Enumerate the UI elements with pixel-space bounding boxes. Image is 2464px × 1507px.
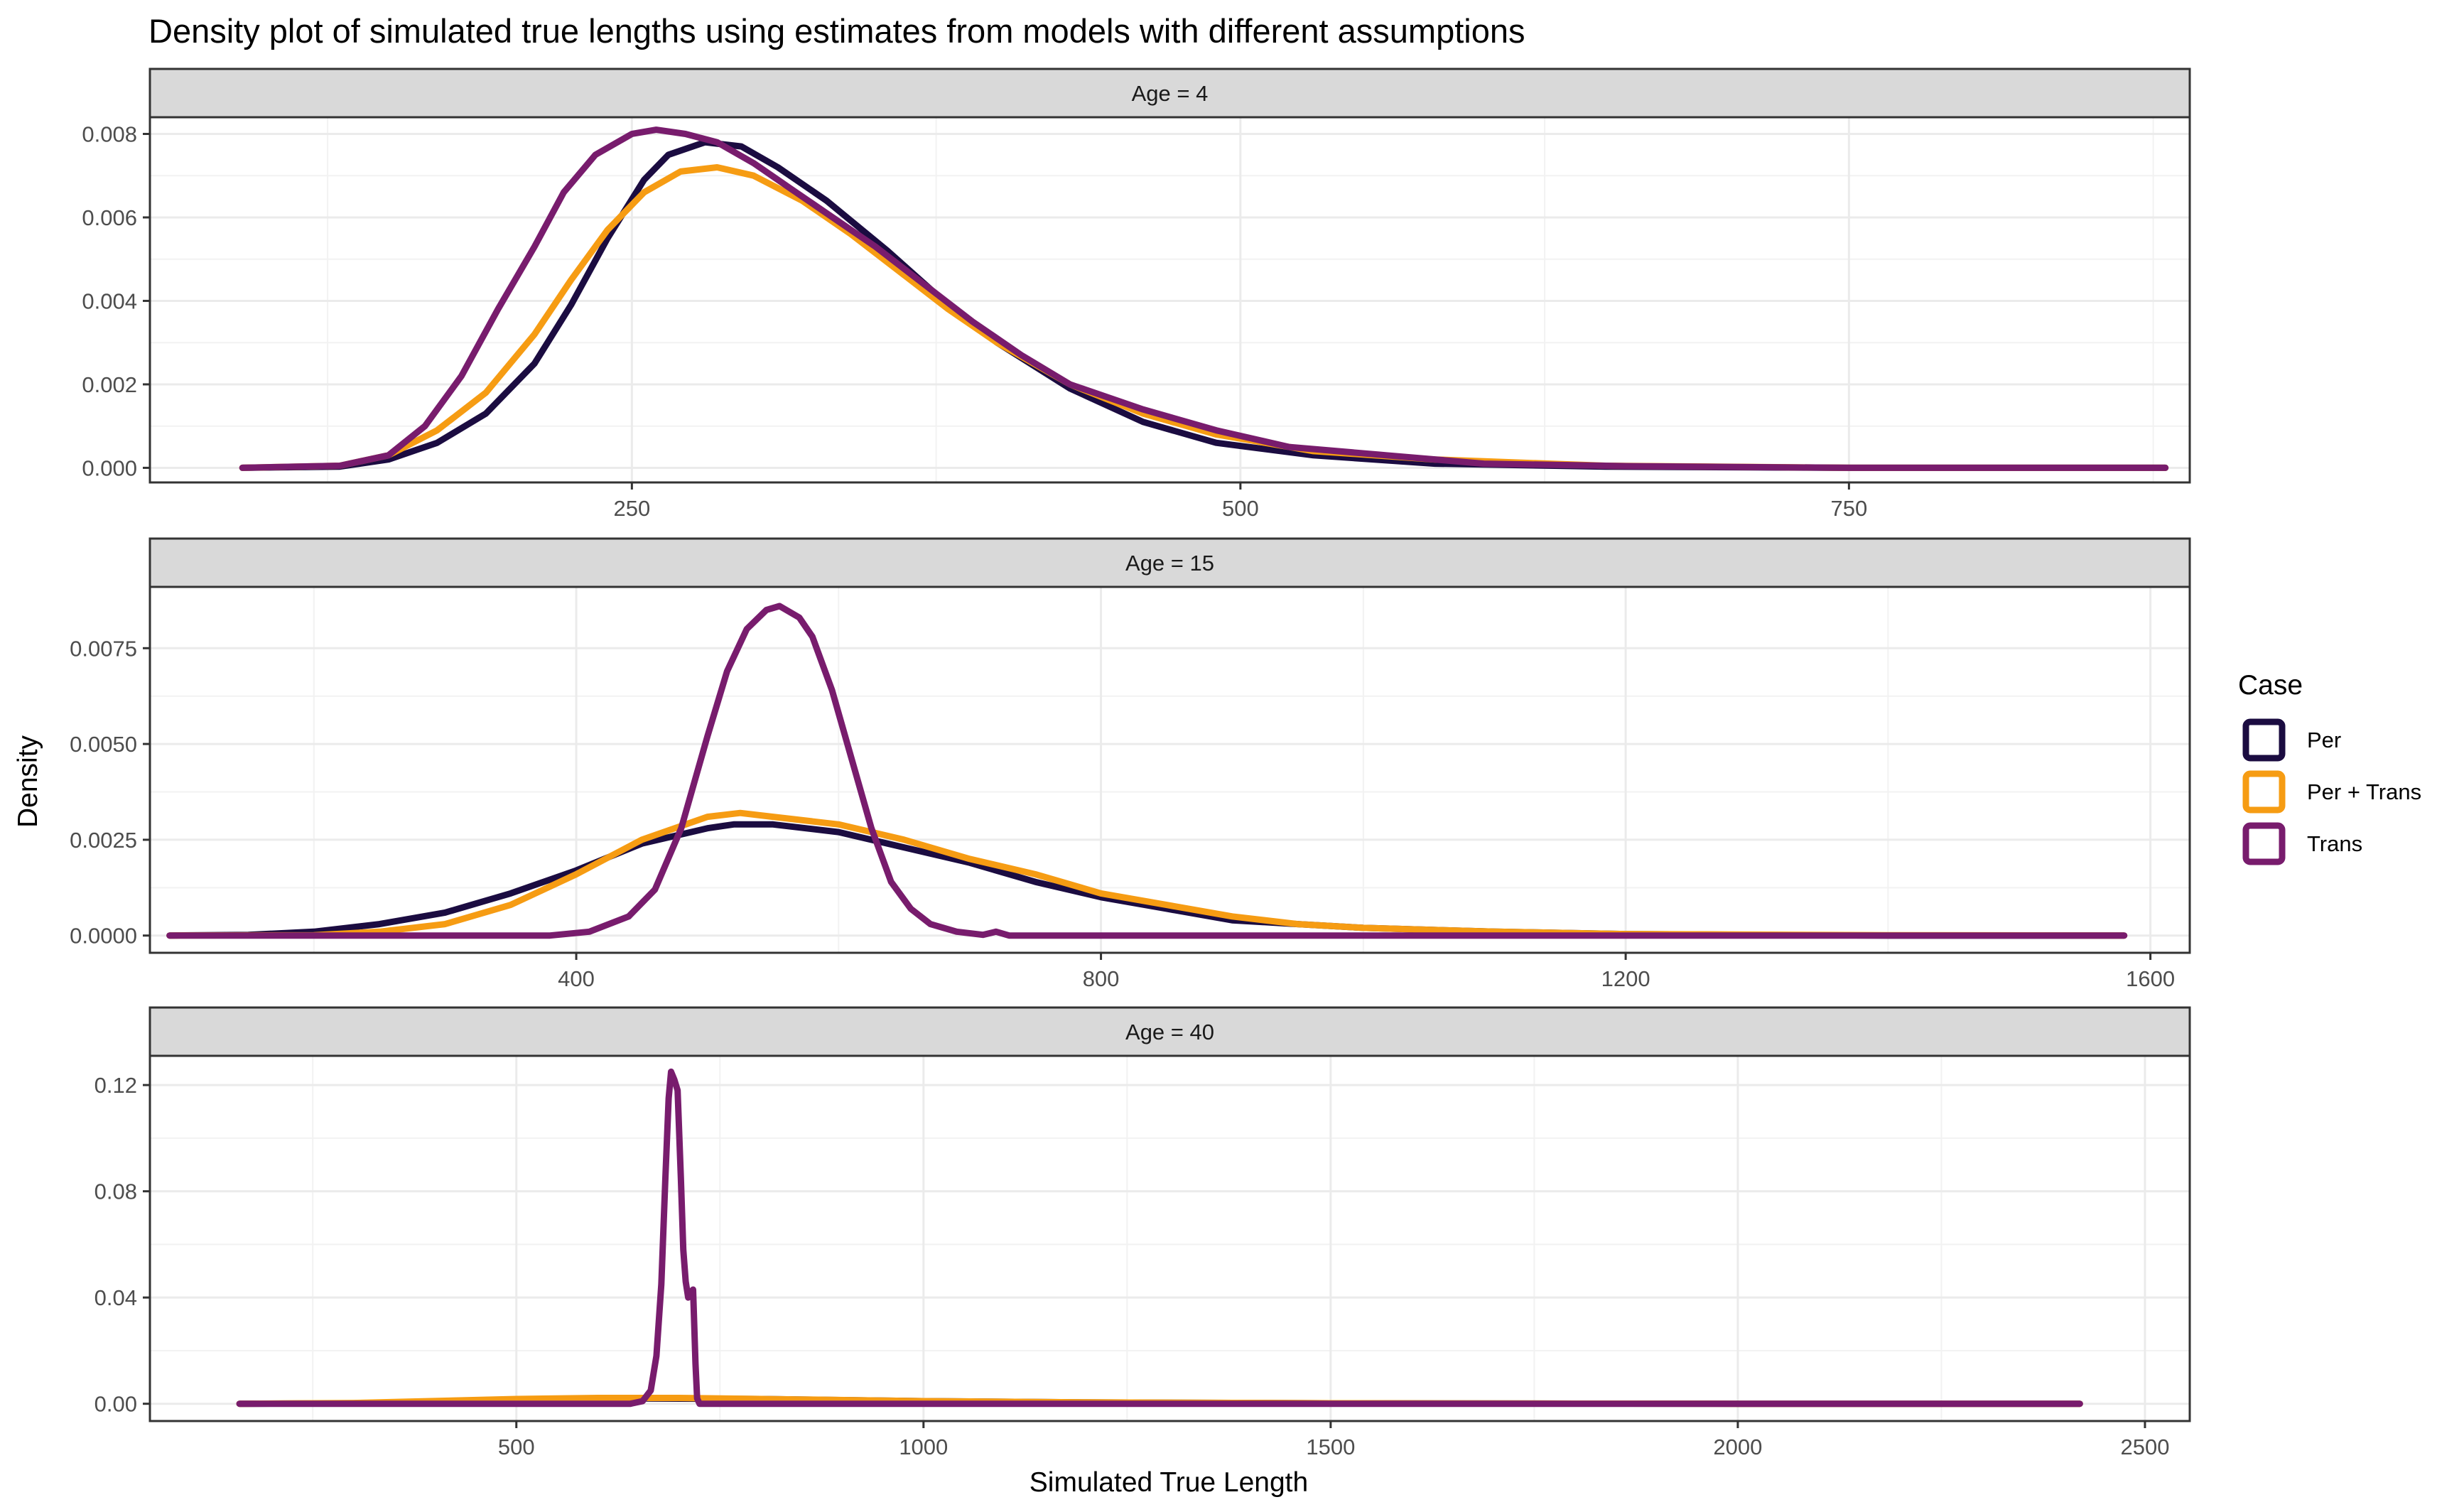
y-tick-label: 0.0000 (70, 924, 137, 949)
density-line-trans (236, 1068, 2083, 1408)
legend-items: Per Per + Trans Trans (2242, 718, 2421, 865)
y-tick-label: 0.0050 (70, 732, 137, 757)
panel-border (148, 1054, 2191, 1422)
legend-label: Per + Trans (2307, 779, 2421, 804)
panel-2: Age = 15 400 800 1200 1600 0.0000 0.0025 0.0050… (70, 537, 2191, 991)
panels: Age = 4 250 500 750 0.000 0.002 0.004 0.006 0.00… (70, 67, 2191, 1459)
density-line-per-trans (166, 809, 2128, 939)
facet-strip (148, 1006, 2191, 1057)
x-tick-label: 750 (1830, 496, 1867, 521)
y-tick-label: 0.12 (94, 1073, 137, 1098)
x-tick-label: 800 (1083, 966, 1120, 991)
legend-label: Per (2307, 728, 2341, 752)
panel-1: Age = 4 250 500 750 0.000 0.002 0.004 0.006 0.00… (82, 67, 2191, 521)
density-line-per (239, 139, 2169, 471)
legend-label: Trans (2307, 831, 2362, 856)
x-tick-label: 2000 (1713, 1435, 1762, 1459)
x-tick-label: 500 (498, 1435, 535, 1459)
legend-item-per-trans: Per + Trans (2242, 770, 2421, 814)
density-line-trans (166, 603, 2128, 939)
y-tick-label: 0.0075 (70, 636, 137, 661)
facet-strip-label: Age = 4 (1132, 81, 1209, 106)
facet-strip-label: Age = 15 (1125, 551, 1214, 576)
legend-item-per: Per (2242, 718, 2341, 762)
legend-key (2242, 822, 2286, 865)
legend-title: Case (2238, 670, 2303, 701)
y-axis-label: Density (13, 735, 43, 828)
y-tick-label: 0.004 (82, 288, 137, 313)
facet-strip (148, 537, 2191, 588)
x-tick-label: 400 (558, 966, 595, 991)
y-tick-label: 0.006 (82, 205, 137, 230)
x-axis-label: Simulated True Length (1030, 1467, 1308, 1498)
x-tick-label: 1600 (2126, 966, 2175, 991)
panel-border (148, 585, 2191, 954)
plot-background (150, 587, 2190, 953)
x-tick-label: 250 (613, 496, 650, 521)
x-tick-label: 500 (1222, 496, 1259, 521)
panel-3: Age = 40 500 1000 1500 2000 2500 0.00 0.04 0.08 0… (94, 1006, 2191, 1459)
x-tick-label: 1000 (899, 1435, 948, 1459)
legend-item-trans: Trans (2242, 822, 2362, 865)
plot-background (150, 1056, 2190, 1421)
legend: Case Per Per + Trans Trans (2238, 670, 2421, 865)
y-tick-label: 0.008 (82, 121, 137, 146)
y-tick-label: 0.000 (82, 455, 137, 480)
y-tick-label: 0.04 (94, 1285, 137, 1310)
density-line-trans (239, 126, 2169, 471)
y-tick-label: 0.08 (94, 1179, 137, 1204)
legend-key (2242, 718, 2286, 762)
x-tick-label: 2500 (2120, 1435, 2169, 1459)
x-tick-label: 1200 (1601, 966, 1650, 991)
legend-key (2242, 770, 2286, 814)
facet-strip-label: Age = 40 (1125, 1020, 1214, 1044)
panel-border (148, 116, 2191, 484)
y-tick-label: 0.002 (82, 372, 137, 397)
x-tick-label: 1500 (1306, 1435, 1355, 1459)
y-tick-label: 0.00 (94, 1392, 137, 1417)
facet-strip (148, 67, 2191, 119)
chart-title: Density plot of simulated true lengths u… (148, 12, 1525, 50)
y-tick-label: 0.0025 (70, 828, 137, 853)
